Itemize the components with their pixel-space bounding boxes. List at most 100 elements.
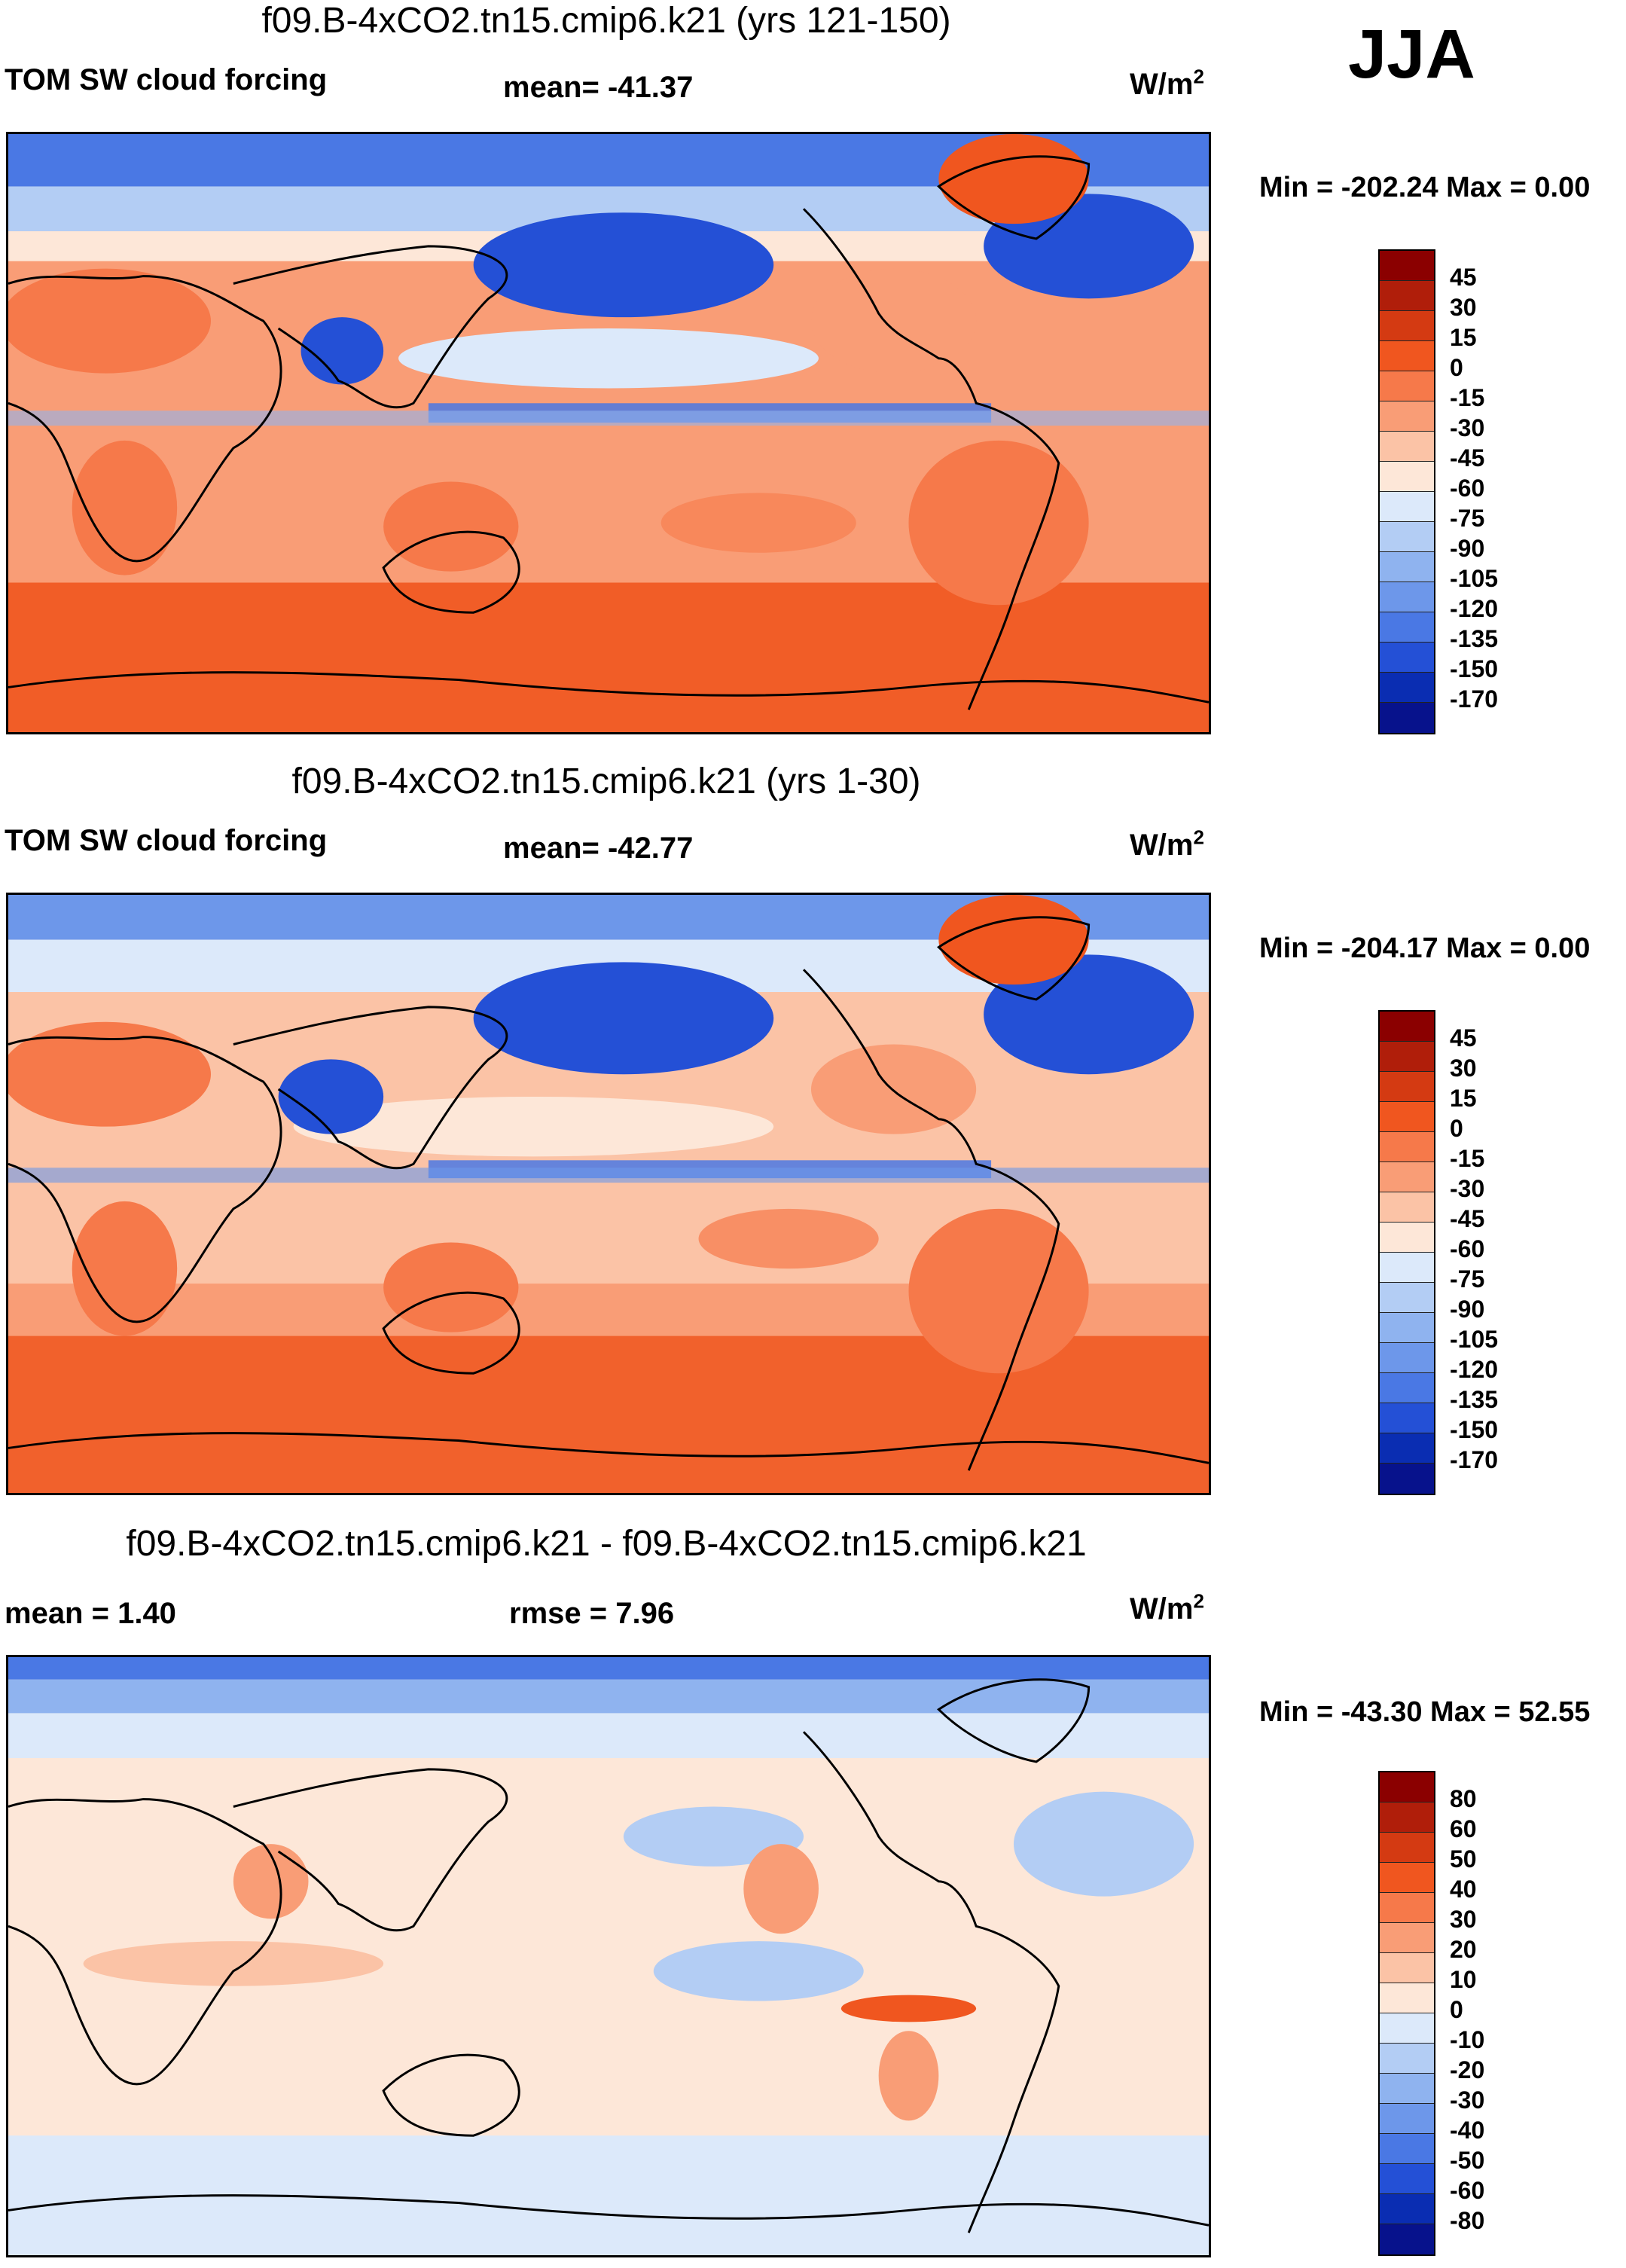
colorbar-segment xyxy=(1380,643,1434,673)
colorbar-tick-label: -40 xyxy=(1450,2117,1485,2144)
colorbar-tick-label: 0 xyxy=(1450,354,1463,381)
season-label: JJA xyxy=(1348,16,1475,93)
colorbar-tick-label: -75 xyxy=(1450,1265,1485,1293)
colorbar-segment xyxy=(1380,2164,1434,2194)
colorbar-tick-label: -105 xyxy=(1450,1326,1499,1353)
world-map-middle xyxy=(8,895,1209,1493)
panel-minmax-middle: Min = -204.17 Max = 0.00 xyxy=(1259,933,1591,964)
colorbar-tick-label: -30 xyxy=(1450,414,1485,441)
panel-title-bottom: f09.B-4xCO2.tn15.cmip6.k21 - f09.B-4xCO2… xyxy=(126,1524,1087,1564)
colorbar-tick-label: -60 xyxy=(1450,1235,1485,1262)
colorbar-segment xyxy=(1380,582,1434,612)
colorbar-segment xyxy=(1380,2224,1434,2254)
colorbar-segment xyxy=(1380,1042,1434,1072)
coastlines-middle xyxy=(8,916,1209,1471)
colorbar-tick-label: -30 xyxy=(1450,2086,1485,2114)
colorbar-segment xyxy=(1380,1464,1434,1494)
colorbar-tick-label: 0 xyxy=(1450,1115,1463,1142)
colorbar-segment xyxy=(1380,1863,1434,1893)
colorbar-tick-label: 30 xyxy=(1450,294,1477,321)
colorbar-top xyxy=(1378,249,1435,734)
colorbar-segment xyxy=(1380,1313,1434,1343)
colorbar-segment xyxy=(1380,1983,1434,2013)
colorbar-tick-label: -60 xyxy=(1450,2177,1485,2204)
colorbar-segment xyxy=(1380,1433,1434,1464)
coastlines-top xyxy=(8,155,1209,710)
colorbar-segment xyxy=(1380,2104,1434,2134)
colorbar-tick-label: -15 xyxy=(1450,1145,1485,1172)
panel-units-bottom: W/m2 xyxy=(1130,1589,1204,1625)
colorbar-segment xyxy=(1380,612,1434,643)
colorbar-segment xyxy=(1380,1403,1434,1433)
colorbar-tick-label: -170 xyxy=(1450,1446,1499,1473)
colorbar-segment xyxy=(1380,1893,1434,1923)
colorbar-tick-label: 80 xyxy=(1450,1785,1477,1812)
colorbar-segment xyxy=(1380,522,1434,552)
colorbar-segment xyxy=(1380,1012,1434,1042)
colorbar-segment xyxy=(1380,1953,1434,1983)
colorbar-segment xyxy=(1380,251,1434,281)
colorbar-tick-label: -10 xyxy=(1450,2026,1485,2053)
colorbar-segment xyxy=(1380,1162,1434,1192)
colorbar-tick-label: 30 xyxy=(1450,1906,1477,1933)
colorbar-middle xyxy=(1378,1010,1435,1495)
panel-rmse-label-bottom: rmse = 7.96 xyxy=(509,1597,675,1630)
colorbar-segment xyxy=(1380,1253,1434,1283)
colorbar-tick-label: -30 xyxy=(1450,1175,1485,1202)
coastlines-bottom xyxy=(8,1678,1209,2233)
colorbar-segment xyxy=(1380,1772,1434,1802)
colorbar-segment xyxy=(1380,673,1434,703)
colorbar-tick-label: -135 xyxy=(1450,625,1499,652)
colorbar-tick-label: -75 xyxy=(1450,505,1485,532)
colorbar-tick-label: 60 xyxy=(1450,1815,1477,1842)
panel-variable-label-middle: TOM SW cloud forcing xyxy=(5,824,328,857)
colorbar-tick-label: -135 xyxy=(1450,1386,1499,1413)
colorbar-tick-label: -45 xyxy=(1450,1205,1485,1232)
map-panel-bottom xyxy=(6,1655,1211,2257)
panel-title-middle: f09.B-4xCO2.tn15.cmip6.k21 (yrs 1-30) xyxy=(291,762,921,801)
panel-minmax-bottom: Min = -43.30 Max = 52.55 xyxy=(1259,1696,1591,1728)
colorbar-tick-label: -170 xyxy=(1450,685,1499,713)
colorbar-segment xyxy=(1380,1923,1434,1953)
colorbar-tick-label: -150 xyxy=(1450,1416,1499,1443)
colorbar-segment xyxy=(1380,492,1434,522)
colorbar-tick-label: -45 xyxy=(1450,444,1485,472)
colorbar-segment xyxy=(1380,2013,1434,2044)
colorbar-tick-label: -105 xyxy=(1450,565,1499,592)
colorbar-tick-label: 20 xyxy=(1450,1936,1477,1963)
world-map-bottom xyxy=(8,1657,1209,2255)
colorbar-tick-label: -120 xyxy=(1450,1356,1499,1383)
colorbar-segment xyxy=(1380,1833,1434,1863)
colorbar-tick-label: -50 xyxy=(1450,2147,1485,2174)
panel-mean-label-bottom: mean = 1.40 xyxy=(5,1597,176,1630)
colorbar-segment xyxy=(1380,703,1434,733)
colorbar-segment xyxy=(1380,371,1434,401)
colorbar-segment xyxy=(1380,1343,1434,1373)
colorbar-segment xyxy=(1380,1373,1434,1403)
colorbar-tick-label: 0 xyxy=(1450,1996,1463,2023)
colorbar-tick-label: -90 xyxy=(1450,535,1485,562)
colorbar-tick-label: -15 xyxy=(1450,384,1485,411)
colorbar-segment xyxy=(1380,2194,1434,2224)
colorbar-segment xyxy=(1380,401,1434,432)
colorbar-segment xyxy=(1380,2074,1434,2104)
colorbar-segment xyxy=(1380,1132,1434,1162)
colorbar-segment xyxy=(1380,1223,1434,1253)
panel-mean-label-middle: mean= -42.77 xyxy=(503,832,694,865)
world-map-top xyxy=(8,134,1209,732)
colorbar-tick-label: -20 xyxy=(1450,2056,1485,2083)
colorbar-tick-label: 10 xyxy=(1450,1966,1477,1993)
colorbar-segment xyxy=(1380,1102,1434,1132)
colorbar-tick-label: 45 xyxy=(1450,1024,1477,1052)
colorbar-segment xyxy=(1380,2134,1434,2164)
colorbar-segment xyxy=(1380,281,1434,311)
colorbar-tick-label: 15 xyxy=(1450,324,1477,351)
colorbar-segment xyxy=(1380,1283,1434,1313)
colorbar-tick-label: 15 xyxy=(1450,1085,1477,1112)
colorbar-segment xyxy=(1380,552,1434,582)
panel-minmax-top: Min = -202.24 Max = 0.00 xyxy=(1259,172,1591,203)
colorbar-segment xyxy=(1380,432,1434,462)
colorbar-bottom xyxy=(1378,1771,1435,2256)
colorbar-tick-label: 45 xyxy=(1450,264,1477,291)
colorbar-tick-label: 40 xyxy=(1450,1876,1477,1903)
